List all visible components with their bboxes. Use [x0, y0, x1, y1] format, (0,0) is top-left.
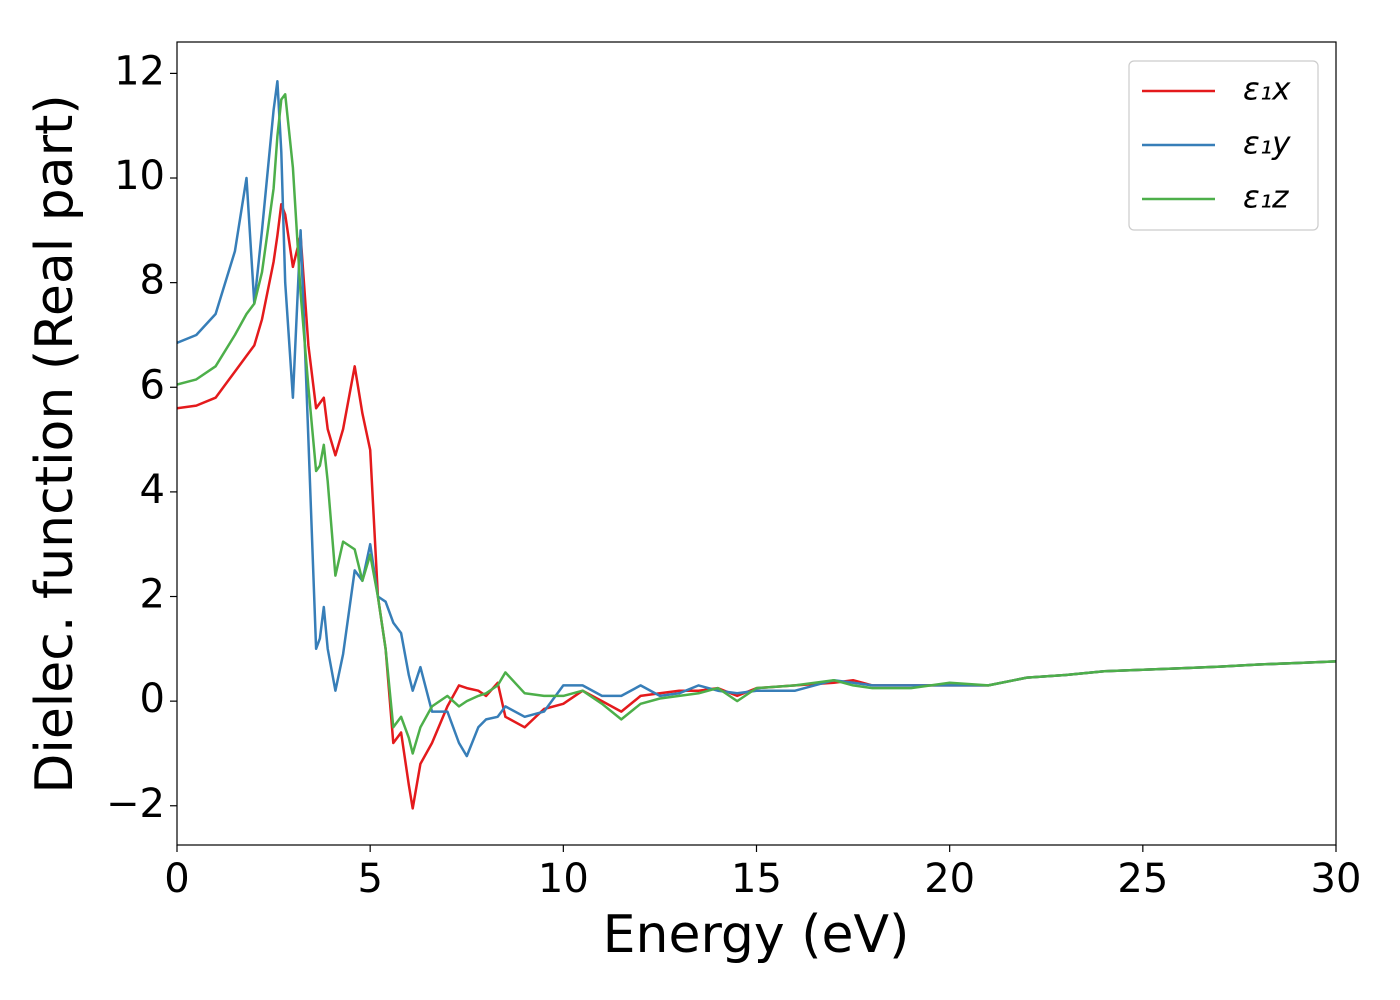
plot-frame — [176, 41, 1337, 846]
y-tick-label: 10 — [114, 153, 165, 199]
series-line — [177, 202, 1336, 810]
legend-box — [1128, 60, 1319, 231]
x-tick-label: 0 — [164, 856, 189, 902]
y-tick-label: 8 — [140, 258, 165, 304]
legend-label: ε₁y — [1243, 126, 1291, 162]
x-tick-label: 20 — [924, 856, 975, 902]
x-tick-label: 30 — [1311, 856, 1362, 902]
legend-label: ε₁z — [1243, 180, 1289, 216]
y-tick-label: 2 — [140, 572, 165, 618]
x-tick-label: 15 — [731, 856, 782, 902]
legend-label: ε₁x — [1243, 72, 1291, 108]
y-axis-label: Dielec. function (Real part) — [25, 94, 85, 793]
y-tick-label: 6 — [140, 362, 165, 408]
series-line — [177, 79, 1336, 758]
series-line — [177, 93, 1336, 755]
y-tick-label: 12 — [114, 48, 165, 94]
x-tick-label: 5 — [357, 856, 382, 902]
y-tick-label: 4 — [140, 467, 165, 513]
x-tick-label: 25 — [1117, 856, 1168, 902]
y-tick-label: −2 — [106, 781, 165, 827]
x-tick-label: 10 — [538, 856, 589, 902]
x-axis-label: Energy (eV) — [603, 905, 910, 965]
y-tick-label: 0 — [140, 676, 165, 722]
